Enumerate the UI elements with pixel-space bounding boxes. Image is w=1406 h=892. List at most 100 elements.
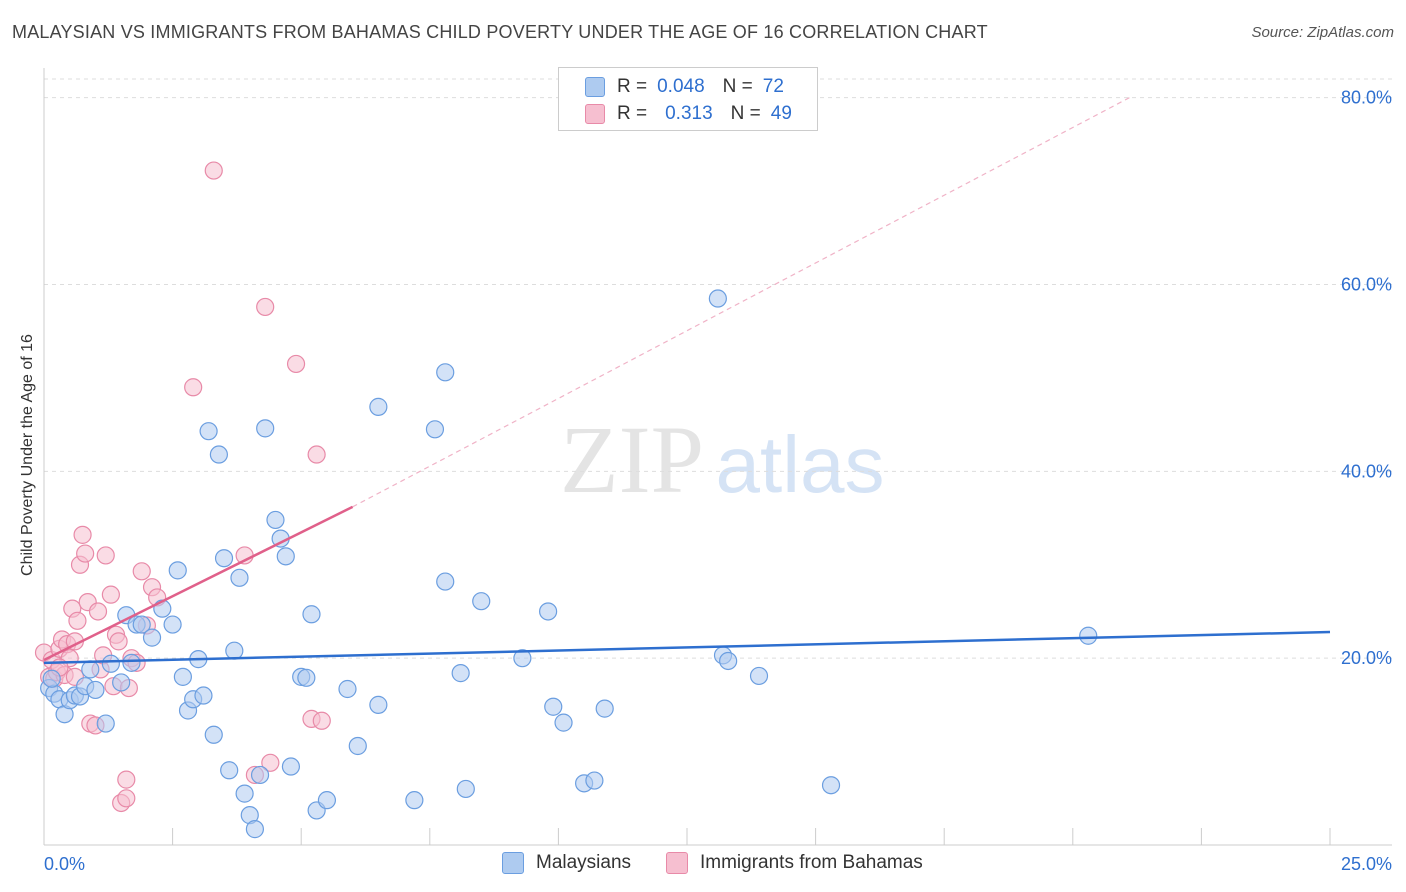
data-point-bahamas: [109, 632, 128, 651]
data-point-malaysians: [472, 592, 491, 611]
data-point-malaysians: [101, 654, 120, 673]
legend-label-bahamas: Immigrants from Bahamas: [700, 852, 923, 873]
data-point-malaysians: [369, 695, 388, 714]
data-point-malaysians: [132, 615, 151, 634]
data-point-malaysians: [256, 419, 275, 438]
data-point-malaysians: [338, 679, 357, 699]
data-point-bahamas: [68, 611, 87, 630]
legend-n-value: 49: [770, 103, 792, 124]
data-point-malaysians: [112, 673, 131, 692]
data-point-malaysians: [173, 667, 192, 686]
data-point-malaysians: [122, 653, 141, 672]
legend-row-malaysians: R = 0.048 N = 72: [585, 75, 784, 99]
data-point-malaysians: [235, 784, 254, 803]
watermark-zip: ZIP: [560, 406, 704, 513]
legend-r-value: 0.048: [657, 76, 705, 97]
legend-item-malaysians: Malaysians: [502, 852, 631, 874]
data-point-malaysians: [585, 771, 604, 790]
data-point-bahamas: [132, 562, 151, 581]
data-point-malaysians: [539, 602, 558, 621]
legend-n-label: N =: [730, 103, 761, 124]
data-point-bahamas: [76, 544, 95, 563]
data-point-bahamas: [312, 711, 331, 730]
data-point-malaysians: [451, 664, 470, 683]
data-point-malaysians: [749, 666, 769, 686]
data-point-malaysians: [81, 660, 100, 679]
data-point-malaysians: [821, 776, 841, 795]
data-point-bahamas: [73, 525, 92, 544]
data-point-bahamas: [88, 602, 108, 621]
data-point-malaysians: [436, 363, 455, 382]
data-point-malaysians: [436, 572, 455, 591]
data-point-malaysians: [250, 765, 270, 785]
data-point-malaysians: [297, 668, 316, 687]
data-point-bahamas: [261, 753, 280, 772]
trendline-malaysians: [43, 630, 1331, 665]
y-tick-label: 80.0%: [1341, 88, 1392, 108]
trendline-bahamas: [43, 505, 354, 662]
data-point-bahamas: [117, 789, 136, 808]
data-point-malaysians: [194, 686, 213, 705]
data-point-bahamas: [307, 445, 326, 464]
trendline-bahamas-extension: [352, 97, 1130, 508]
data-point-malaysians: [317, 791, 337, 810]
data-point-malaysians: [456, 779, 475, 799]
data-point-malaysians: [302, 605, 321, 624]
data-point-malaysians: [544, 697, 563, 716]
x-tick-label: 25.0%: [1341, 854, 1392, 874]
data-point-malaysians: [266, 510, 285, 530]
data-point-malaysians: [220, 761, 239, 780]
data-point-malaysians: [595, 699, 614, 718]
data-point-malaysians: [96, 714, 115, 733]
data-point-bahamas: [117, 770, 136, 789]
data-point-malaysians: [199, 422, 218, 441]
data-point-bahamas: [204, 161, 223, 180]
y-tick-label: 40.0%: [1341, 461, 1392, 481]
data-point-malaysians: [554, 713, 573, 732]
legend-swatch-pink: [585, 104, 605, 124]
data-point-malaysians: [513, 649, 532, 668]
legend-r-label: R =: [617, 103, 648, 124]
chart-title: MALAYSIAN VS IMMIGRANTS FROM BAHAMAS CHI…: [12, 22, 988, 42]
data-point-bahamas: [286, 354, 306, 374]
legend-swatch-blue: [585, 77, 605, 97]
data-point-malaysians: [209, 445, 228, 464]
legend-label-malaysians: Malaysians: [536, 852, 632, 873]
legend-r-value: 0.313: [665, 103, 713, 124]
data-point-malaysians: [225, 641, 244, 660]
y-tick-label: 60.0%: [1341, 275, 1392, 295]
y-tick-label: 20.0%: [1341, 648, 1392, 668]
data-point-malaysians: [204, 725, 223, 744]
data-point-malaysians: [142, 628, 162, 647]
data-point-malaysians: [168, 561, 187, 580]
data-point-malaysians: [163, 615, 182, 634]
data-point-malaysians: [348, 736, 367, 756]
legend-n-value: 72: [762, 76, 784, 97]
data-point-malaysians: [276, 547, 295, 566]
data-point-malaysians: [245, 820, 265, 839]
data-point-bahamas: [256, 297, 275, 317]
data-point-malaysians: [153, 599, 172, 618]
data-point-malaysians: [42, 669, 61, 688]
legend-swatch-blue: [502, 852, 524, 874]
data-point-malaysians: [425, 420, 445, 439]
series-legend: Malaysians Immigrants from Bahamas: [0, 852, 1406, 878]
x-tick-label: 0.0%: [44, 854, 85, 874]
watermark-atlas: atlas: [716, 420, 885, 509]
data-point-malaysians: [230, 568, 249, 587]
data-point-malaysians: [708, 289, 727, 308]
source-label: Source: ZipAtlas.com: [1251, 24, 1394, 41]
legend-swatch-pink: [666, 852, 688, 874]
data-point-bahamas: [184, 378, 203, 397]
data-point-malaysians: [1079, 626, 1098, 645]
legend-item-bahamas: Immigrants from Bahamas: [666, 852, 923, 874]
data-point-malaysians: [86, 680, 105, 700]
data-point-malaysians: [281, 757, 301, 776]
legend-row-bahamas: R = 0.313 N = 49: [585, 102, 792, 126]
data-point-bahamas: [101, 585, 120, 604]
legend-n-label: N =: [722, 76, 753, 97]
data-point-malaysians: [719, 651, 738, 671]
data-point-malaysians: [405, 791, 424, 810]
legend-r-label: R =: [617, 76, 648, 97]
